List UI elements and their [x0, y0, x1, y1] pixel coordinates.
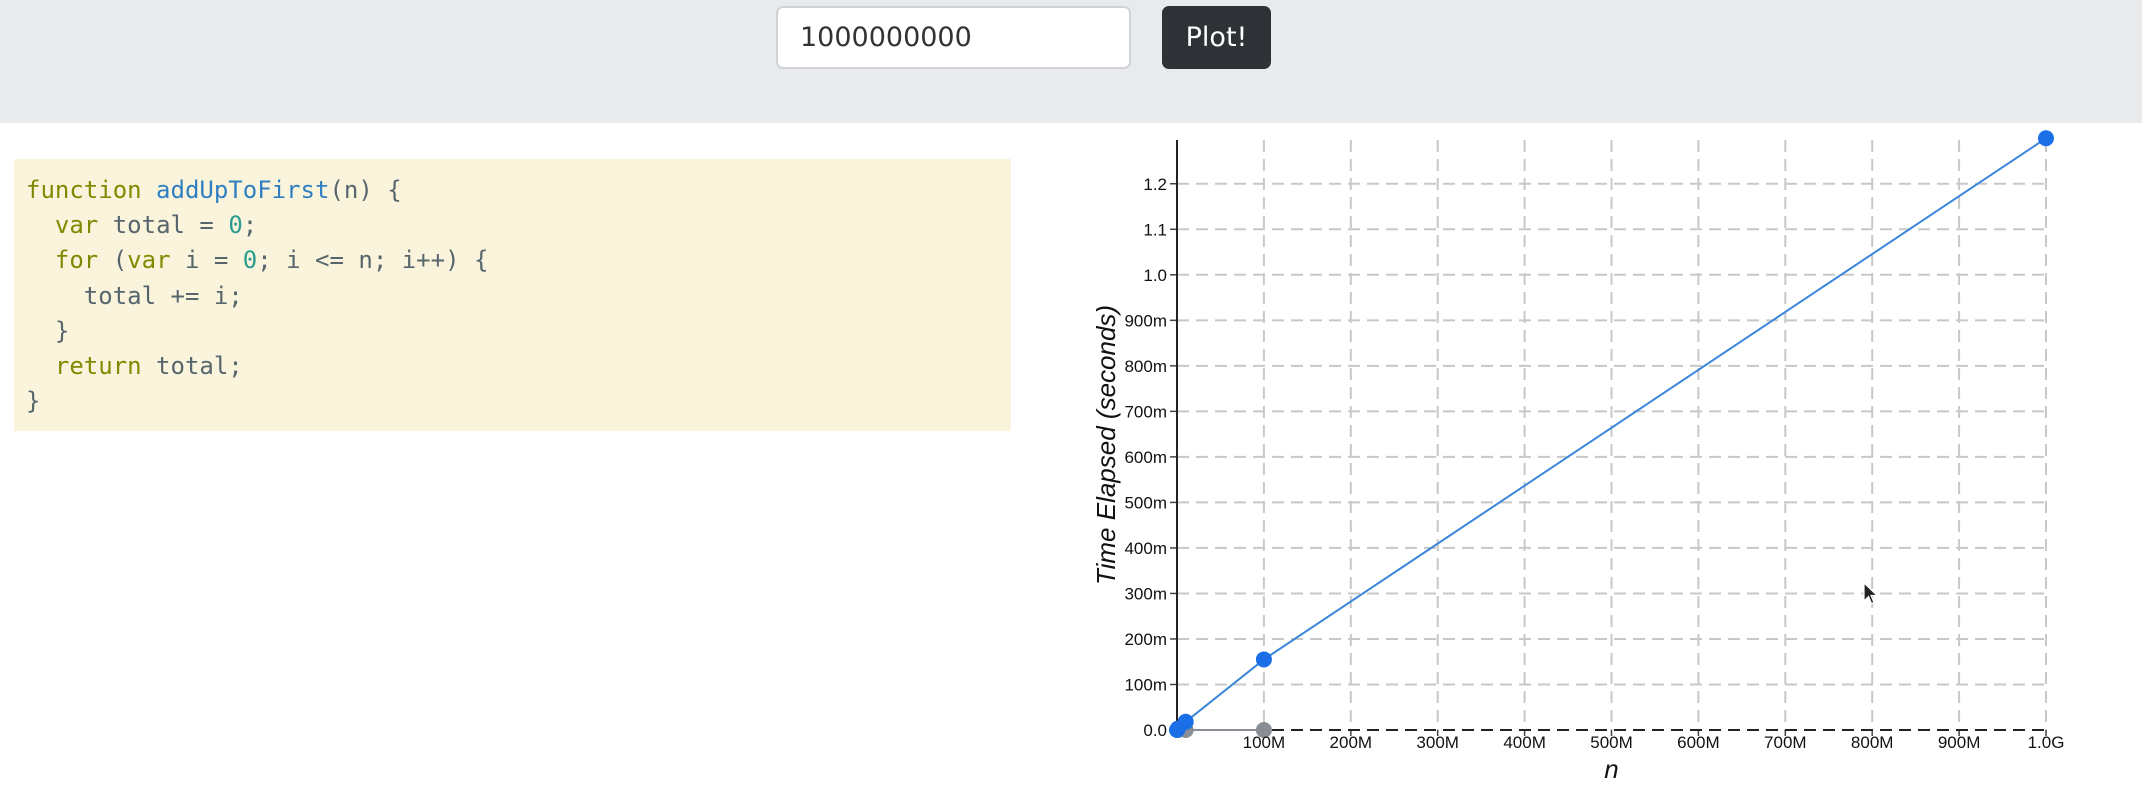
y-tick-label: 100m — [1124, 675, 1167, 694]
chart-grid — [1177, 140, 2047, 730]
n-input[interactable] — [776, 6, 1131, 69]
code-token: } — [26, 316, 70, 345]
code-line: } — [26, 314, 999, 349]
code-line: function addUpToFirst(n) { — [26, 173, 999, 208]
data-point — [1255, 651, 1272, 668]
code-token: i = — [170, 246, 243, 275]
mouse-pointer-icon — [1863, 582, 1879, 605]
x-tick-label: 200M — [1330, 733, 1373, 752]
y-tick-label: 300m — [1124, 584, 1167, 603]
data-point — [2038, 130, 2054, 147]
code-token: total = — [98, 211, 229, 240]
x-tick-label: 300M — [1416, 733, 1459, 752]
code-token — [142, 176, 156, 204]
y-tick-label: 600m — [1124, 448, 1167, 467]
y-axis-label: Time Elapsed (seconds) — [1091, 305, 1121, 585]
x-axis-label: n — [1604, 754, 1618, 784]
code-token: (n) { — [329, 176, 402, 204]
code-token — [26, 246, 55, 274]
x-tick-label: 1.0G — [2028, 733, 2065, 752]
code-token: } — [26, 387, 41, 416]
code-token — [26, 211, 55, 239]
x-tick-label: 700M — [1764, 733, 1807, 752]
code-token: 0 — [242, 246, 258, 275]
code-token: total += i; — [26, 281, 243, 310]
code-token: return — [54, 351, 142, 380]
code-token: ; i <= n; i++) { — [257, 246, 489, 275]
y-tick-label: 0.0 — [1143, 721, 1167, 740]
x-tick-label: 500M — [1590, 733, 1633, 752]
code-token: function — [26, 176, 142, 204]
code-line: total += i; — [26, 279, 999, 314]
code-token — [26, 352, 55, 380]
code-token: ( — [98, 246, 128, 275]
y-tick-label: 1.2 — [1143, 175, 1167, 194]
runtime-chart: 100M 200M 300M 400M 500M 600M 700M 800M 900M 1.0G… — [1091, 130, 2064, 784]
x-tick-label: 600M — [1677, 733, 1720, 752]
code-token: addUpToFirst — [156, 176, 330, 204]
toolbar: Plot! — [0, 0, 2142, 123]
x-tick-label: 100M — [1243, 733, 1286, 752]
y-tick-label: 1.0 — [1143, 266, 1167, 285]
y-tick-label: 800m — [1124, 357, 1167, 376]
chart-series — [1169, 130, 2054, 738]
code-token: var — [54, 211, 99, 240]
x-tick-label: 800M — [1851, 733, 1894, 752]
code-token: ; — [242, 211, 258, 240]
code-line: for (var i = 0; i <= n; i++) { — [26, 243, 999, 278]
y-tick-label: 1.1 — [1143, 220, 1167, 239]
plot-button[interactable]: Plot! — [1162, 6, 1271, 69]
code-token: for — [54, 246, 99, 275]
data-point — [1255, 722, 1272, 738]
code-line: var total = 0; — [26, 208, 999, 243]
code-token: total; — [141, 351, 243, 380]
y-tick-label: 900m — [1124, 311, 1167, 330]
code-token: var — [127, 246, 171, 275]
code-token: 0 — [228, 211, 243, 240]
y-tick-label: 200m — [1124, 630, 1167, 649]
x-tick-label: 400M — [1503, 733, 1546, 752]
chart-labels: 100M 200M 300M 400M 500M 600M 700M 800M 900M 1.0G… — [1091, 175, 2064, 784]
x-tick-label: 900M — [1938, 733, 1981, 752]
chart-axes — [1170, 140, 2047, 736]
code-line: return total; — [26, 349, 999, 384]
code-block: function addUpToFirst(n) { var total = 0… — [14, 159, 1011, 431]
y-tick-label: 700m — [1124, 402, 1167, 421]
y-tick-label: 500m — [1124, 493, 1167, 512]
data-point — [1177, 713, 1194, 730]
y-tick-label: 400m — [1124, 539, 1167, 558]
code-line: } — [26, 384, 999, 419]
